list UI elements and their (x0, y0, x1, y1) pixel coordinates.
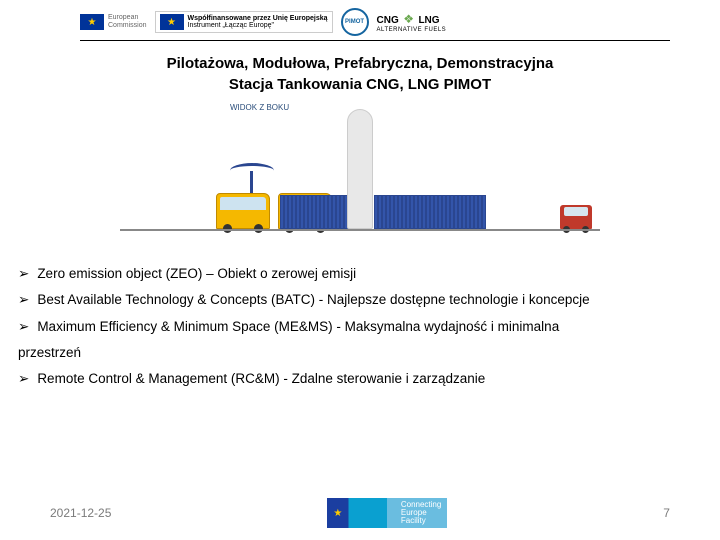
cef-logo: Connecting Europe Facility (327, 498, 447, 528)
cnglng-logo: CNG ❖ LNG ALTERNATIVE FUELS (377, 11, 447, 33)
bullet-item: Maximum Efficiency & Minimum Space (ME&M… (18, 314, 702, 340)
footer-date: 2021-12-25 (50, 506, 111, 520)
bullet-item: Remote Control & Management (RC&M) - Zda… (18, 366, 702, 392)
cofin-text: Współfinansowane przez Unię Europejską I… (188, 15, 328, 29)
pimot-logo: PIMOT (341, 8, 369, 36)
bullet-item: Best Available Technology & Concepts (BA… (18, 287, 702, 313)
bullet-item: Zero emission object (ZEO) – Obiekt o ze… (18, 261, 702, 287)
station-building-right (374, 195, 486, 229)
ec-label: European Commission (108, 14, 147, 29)
eu-flag-icon: ★ (80, 14, 104, 30)
cofin-line2: Instrument „Łącząc Europę" (188, 22, 328, 29)
storage-tower (347, 109, 373, 229)
altfuels-text: ALTERNATIVE FUELS (377, 27, 447, 33)
header-divider (80, 40, 670, 41)
bus-left (216, 193, 270, 229)
red-car (560, 205, 592, 229)
lng-text: LNG (418, 15, 439, 26)
eu-flag-icon: ★ (160, 14, 184, 30)
footer: 2021-12-25 Connecting Europe Facility 7 (0, 498, 720, 528)
cef-logo-text: Connecting Europe Facility (401, 501, 441, 525)
sideview-label: WIDOK Z BOKU (230, 103, 289, 112)
bullet-list: Zero emission object (ZEO) – Obiekt o ze… (0, 257, 720, 393)
page-title: Pilotażowa, Modułowa, Prefabryczna, Demo… (40, 53, 680, 95)
station-building-left (280, 195, 350, 229)
station-diagram: WIDOK Z BOKU (120, 103, 600, 243)
cng-text: CNG (377, 15, 399, 26)
header-logos: ★ European Commission ★ Współfinansowane… (0, 0, 720, 40)
page-number: 7 (663, 506, 670, 520)
ground-line (120, 229, 600, 231)
cofin-line1: Współfinansowane przez Unię Europejską (188, 15, 328, 22)
bullet-wrap: przestrzeń (18, 340, 702, 366)
title-line1: Pilotażowa, Modułowa, Prefabryczna, Demo… (40, 53, 680, 74)
title-line2: Stacja Tankowania CNG, LNG PIMOT (40, 74, 680, 95)
leaf-icon: ❖ (403, 12, 414, 26)
ec-logo: ★ European Commission (80, 14, 147, 30)
cofinanced-logo: ★ Współfinansowane przez Unię Europejską… (155, 11, 333, 33)
